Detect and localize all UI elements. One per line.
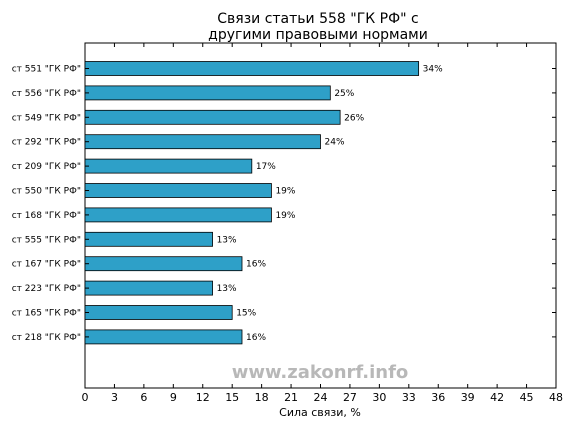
y-tick-label: ст 209 "ГК РФ"	[12, 162, 81, 172]
bar-value-label: 17%	[256, 162, 276, 172]
bar-value-label: 13%	[217, 284, 237, 294]
bar-value-label: 13%	[217, 235, 237, 245]
bars-layer: 34% 25% 26% 24% 17% 19% 19% 13% 16% 13% 15% 16%	[84, 61, 443, 345]
y-tick-label: ст 556 "ГК РФ"	[12, 89, 81, 99]
y-axis-ticks: ст 551 "ГК РФ" ст 556 "ГК РФ" ст 549 "ГК Р…	[12, 65, 556, 343]
bar-value-label: 26%	[344, 113, 364, 123]
bar	[84, 61, 420, 76]
y-tick-label: ст 167 "ГК РФ"	[12, 260, 81, 270]
x-tick-label: 48	[549, 391, 563, 404]
y-tick-label: ст 165 "ГК РФ"	[12, 309, 81, 319]
bar	[84, 256, 243, 272]
x-axis-label: Сила связи, %	[279, 406, 361, 419]
x-tick-label: 3	[111, 391, 118, 404]
x-tick-label: 33	[402, 391, 416, 404]
bar-value-label: 34%	[423, 65, 443, 75]
chart-title-line-2: другими правовыми нормами	[208, 27, 428, 43]
y-tick-label: ст 551 "ГК РФ"	[12, 65, 81, 75]
bar	[84, 231, 213, 247]
bar-value-label: 24%	[325, 138, 345, 148]
bar	[84, 109, 341, 125]
x-tick-label: 21	[284, 391, 298, 404]
y-tick-label: ст 550 "ГК РФ"	[12, 187, 81, 197]
x-axis-ticks: 0 3 6 9 12 15 18 21 24 27 30 33 36 39 42 45 48	[82, 43, 563, 404]
y-tick-label: ст 223 "ГК РФ"	[12, 284, 81, 294]
x-tick-label: 24	[314, 391, 328, 404]
bar	[84, 207, 272, 223]
bar	[84, 329, 243, 345]
bar-value-label: 19%	[275, 211, 295, 221]
bar	[84, 183, 272, 198]
bar-value-label: 15%	[236, 309, 256, 319]
x-tick-label: 18	[255, 391, 269, 404]
x-tick-label: 42	[490, 391, 504, 404]
bar-value-label: 19%	[275, 187, 295, 197]
bar-value-label: 16%	[246, 333, 266, 343]
y-tick-label: ст 168 "ГК РФ"	[12, 211, 81, 221]
bar	[84, 134, 321, 150]
bar	[84, 158, 253, 174]
x-tick-label: 27	[343, 391, 357, 404]
x-tick-label: 6	[140, 391, 147, 404]
y-tick-label: ст 218 "ГК РФ"	[12, 333, 81, 343]
y-tick-label: ст 292 "ГК РФ"	[12, 138, 81, 148]
bar	[84, 85, 331, 101]
watermark-text: www.zakonrf.info	[232, 362, 409, 383]
x-tick-label: 45	[520, 391, 534, 404]
bar-value-label: 25%	[334, 89, 354, 99]
x-tick-label: 9	[170, 391, 177, 404]
x-tick-label: 12	[196, 391, 210, 404]
x-tick-label: 36	[431, 391, 445, 404]
bar	[84, 305, 233, 320]
bar-value-label: 16%	[246, 260, 266, 270]
y-tick-label: ст 549 "ГК РФ"	[12, 113, 81, 123]
y-tick-label: ст 555 "ГК РФ"	[12, 235, 81, 245]
bar	[84, 280, 213, 296]
x-tick-label: 15	[225, 391, 239, 404]
x-tick-label: 39	[461, 391, 475, 404]
x-tick-label: 30	[372, 391, 386, 404]
x-tick-label: 0	[82, 391, 89, 404]
chart-title-line-1: Связи статьи 558 "ГК РФ" с	[217, 11, 418, 27]
